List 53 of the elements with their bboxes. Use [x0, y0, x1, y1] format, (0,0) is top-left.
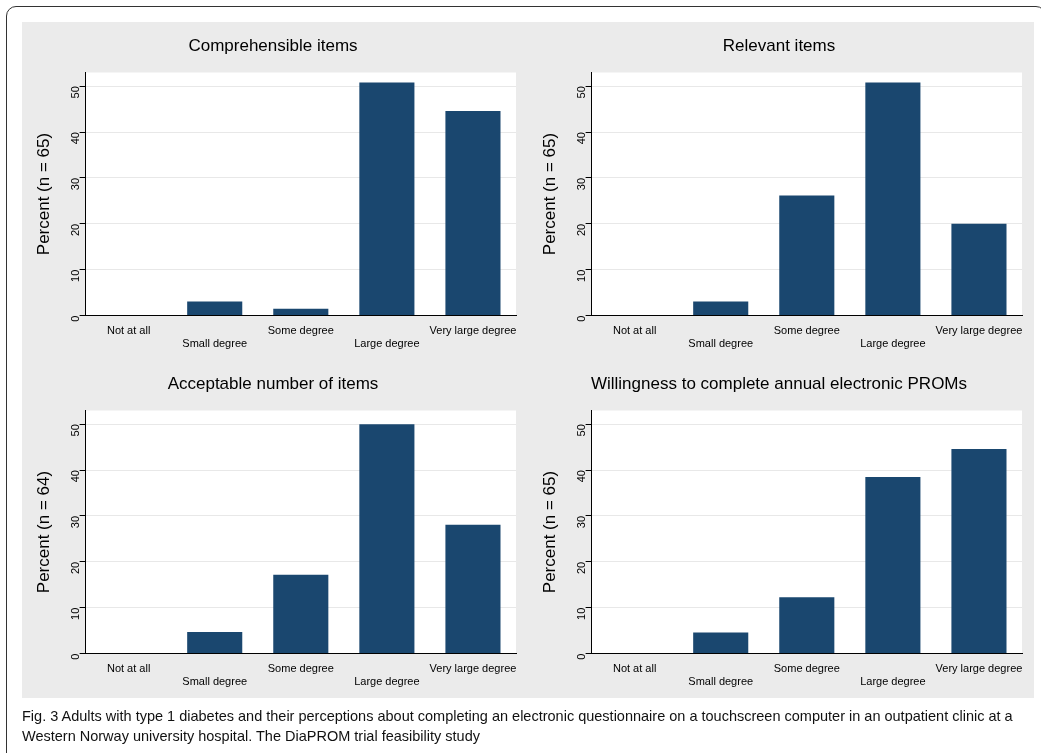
x-tick-label: Not at all [612, 662, 657, 675]
y-tick-label: 0 [574, 653, 587, 660]
x-tick-label: Very large degree [429, 324, 517, 337]
y-tick-label: 40 [68, 470, 81, 483]
y-tick-label: 50 [574, 424, 587, 437]
y-tick-label: 20 [574, 223, 587, 237]
y-axis-title: Percent (n = 65) [33, 132, 53, 256]
y-tick-label: 50 [574, 86, 587, 99]
y-tick-label: 30 [574, 177, 587, 191]
y-tick-label: 40 [68, 132, 81, 145]
y-tick-label: 10 [68, 269, 81, 282]
y-axis-title: Percent (n = 65) [539, 132, 559, 256]
y-axis-title: Percent (n = 64) [33, 470, 53, 594]
y-tick-label: 10 [68, 607, 81, 620]
chart-title: Comprehensible items [188, 35, 358, 55]
y-tick-label: 30 [68, 177, 81, 191]
chart-title: Acceptable number of items [167, 373, 379, 393]
x-tick-label: Some degree [267, 662, 334, 675]
y-tick-label: 30 [574, 515, 587, 529]
y-tick-label: 40 [574, 132, 587, 145]
y-tick-label: 50 [68, 424, 81, 437]
y-tick-label: 10 [574, 607, 587, 620]
x-tick-label: Small degree [688, 337, 754, 350]
y-tick-label: 50 [68, 86, 81, 99]
x-tick-label: Not at all [106, 662, 151, 675]
caption: Fig. 3 Adults with type 1 diabetes and their perceptions about completing an electronic questionnaire on a touchscreen computer in an outpatient clinic at a Western Norway university hospital. The DiaPROM trial feasibility study [22, 708, 1013, 744]
y-tick-label: 40 [574, 470, 587, 483]
x-tick-label: Small degree [688, 675, 754, 688]
y-tick-label: 20 [68, 223, 81, 237]
x-tick-label: Large degree [354, 337, 420, 350]
x-tick-label: Small degree [182, 675, 248, 688]
chart-title: Relevant items [722, 35, 836, 55]
x-tick-label: Some degree [267, 324, 334, 337]
x-tick-label: Some degree [773, 324, 840, 337]
y-tick-label: 0 [68, 653, 81, 660]
x-tick-label: Small degree [182, 337, 248, 350]
x-tick-label: Very large degree [935, 324, 1023, 337]
x-tick-label: Large degree [860, 337, 926, 350]
x-tick-label: Large degree [354, 675, 420, 688]
y-axis-title: Percent (n = 65) [539, 470, 559, 594]
y-tick-label: 0 [574, 315, 587, 322]
x-tick-label: Large degree [860, 675, 926, 688]
x-tick-label: Not at all [612, 324, 657, 337]
x-tick-label: Not at all [106, 324, 151, 337]
y-tick-label: 20 [574, 561, 587, 575]
y-tick-label: 10 [574, 269, 587, 282]
x-tick-label: Very large degree [429, 662, 517, 675]
y-tick-label: 30 [68, 515, 81, 529]
y-tick-label: 20 [68, 561, 81, 575]
chart-title: Willingness to complete annual electronic PROMs [590, 373, 968, 393]
x-tick-label: Very large degree [935, 662, 1023, 675]
y-tick-label: 0 [68, 315, 81, 322]
x-tick-label: Some degree [773, 662, 840, 675]
